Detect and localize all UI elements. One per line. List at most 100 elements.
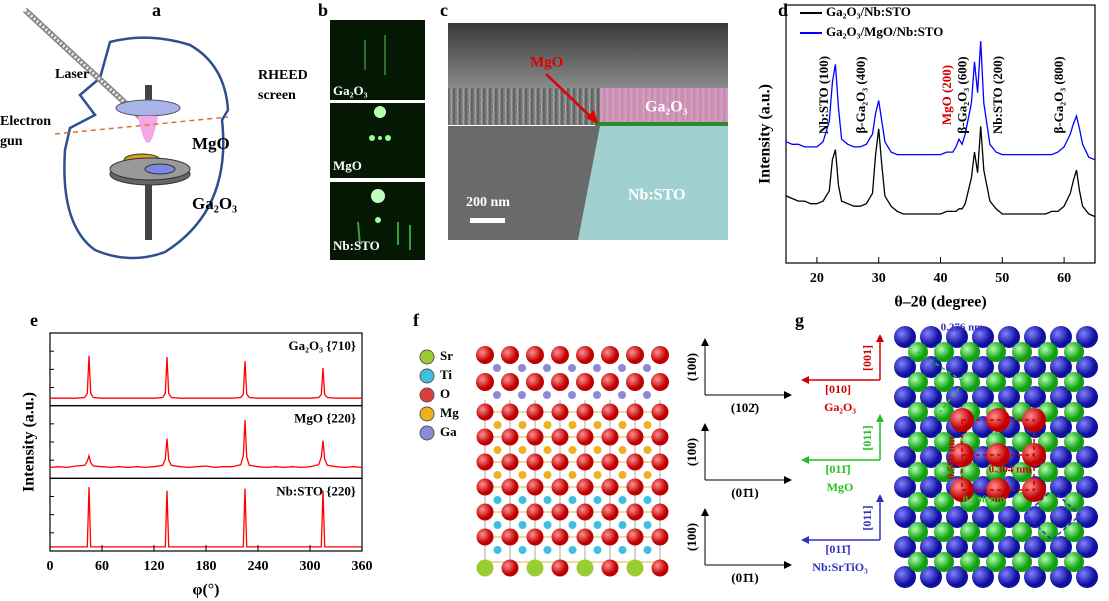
sr-ti-atom xyxy=(946,566,968,588)
sem-image xyxy=(448,23,728,240)
mg-atom xyxy=(643,471,652,479)
o-atom xyxy=(551,559,569,577)
mg-atom xyxy=(1038,522,1058,542)
label: Ga₂O₃ xyxy=(192,194,237,213)
ti-atom xyxy=(543,496,552,504)
mg-atom xyxy=(1064,432,1084,452)
ti-atom xyxy=(618,546,627,554)
ti-atom xyxy=(593,521,602,529)
mg-atom xyxy=(1064,372,1084,392)
x-tick-label: 50 xyxy=(995,271,1009,286)
sr-ti-atom xyxy=(894,326,916,348)
panel-label: g xyxy=(795,310,804,330)
mg-atom xyxy=(643,446,652,454)
o-atom xyxy=(576,528,594,546)
sr-atom xyxy=(526,559,544,577)
o-atom xyxy=(626,478,644,496)
label: Nb:STO xyxy=(333,238,380,253)
sr-ti-atom xyxy=(1050,566,1072,588)
o-atom xyxy=(501,528,519,546)
o-atom xyxy=(526,346,544,364)
legend-label: Mg xyxy=(440,405,459,420)
sr-ti-atom xyxy=(920,506,942,528)
label: MgO xyxy=(192,134,230,153)
label: Ga₂O₃ xyxy=(645,99,688,116)
o-atom xyxy=(551,503,569,521)
ga-atom xyxy=(493,391,501,399)
mg-atom xyxy=(960,342,980,362)
sr-ti-atom xyxy=(1024,356,1046,378)
sr-ti-atom xyxy=(946,326,968,348)
o-atom xyxy=(626,403,644,421)
mg-atom xyxy=(934,432,954,452)
label: [011̄] xyxy=(825,542,850,556)
sr-ti-atom xyxy=(1076,416,1098,438)
o-atom xyxy=(601,373,619,391)
mg-atom xyxy=(593,421,602,429)
guide xyxy=(917,351,966,413)
label: [001] xyxy=(860,345,874,371)
ga-atom xyxy=(568,391,576,399)
o-atom xyxy=(601,428,619,446)
o-atom xyxy=(526,453,544,471)
mg-atom xyxy=(518,471,527,479)
ti-atom xyxy=(493,521,502,529)
ga-atom xyxy=(568,364,576,372)
ga-atom xyxy=(643,391,651,399)
mg-atom xyxy=(1012,342,1032,362)
mg-atom xyxy=(1064,402,1084,422)
mg-atom xyxy=(618,446,627,454)
legend-swatch xyxy=(419,387,435,403)
sr-ti-atom xyxy=(972,386,994,408)
mg-atom xyxy=(1012,372,1032,392)
ga-atom xyxy=(493,364,501,372)
sr-ti-atom xyxy=(894,536,916,558)
mg-atom xyxy=(908,402,928,422)
o-atom xyxy=(501,559,519,577)
o-atom xyxy=(651,453,669,471)
mg-atom xyxy=(986,522,1006,542)
sr-ti-atom xyxy=(894,476,916,498)
sr-ti-atom xyxy=(894,386,916,408)
mg-atom xyxy=(986,342,1006,362)
label: Laser xyxy=(55,67,89,82)
label: Electron xyxy=(0,114,51,129)
mg-atom xyxy=(1038,552,1058,572)
panel-label: d xyxy=(778,0,788,20)
label: Ga₂O₃ xyxy=(824,400,856,414)
chamber-drawing xyxy=(22,7,230,260)
label: [011] xyxy=(860,425,874,450)
x-tick-label: 240 xyxy=(248,559,269,574)
o-atom xyxy=(526,403,544,421)
arrow-head xyxy=(801,456,809,464)
sr-ti-atom xyxy=(1076,326,1098,348)
o-atom xyxy=(501,478,519,496)
rheed-patterns xyxy=(330,20,425,260)
peak-annotation: Nb:STO (100) xyxy=(816,56,831,134)
arrow-head xyxy=(801,376,809,384)
o-atom xyxy=(526,373,544,391)
data-line xyxy=(49,419,363,469)
o-atom xyxy=(551,373,569,391)
sr-ti-atom xyxy=(972,356,994,378)
sr-ti-atom xyxy=(920,566,942,588)
panel-label: e xyxy=(30,310,38,330)
ga-atom xyxy=(518,391,526,399)
o-atom xyxy=(501,346,519,364)
mg-atom xyxy=(1012,522,1032,542)
o-atom xyxy=(476,373,494,391)
x-axis-label: φ(°) xyxy=(192,582,219,599)
panel-label: a xyxy=(152,0,161,20)
x-tick-label: 300 xyxy=(300,559,321,574)
peak-annotation: Nb:STO (200) xyxy=(990,56,1005,134)
mg-atom xyxy=(593,446,602,454)
mg-atom xyxy=(1012,552,1032,572)
o-atom xyxy=(551,428,569,446)
peak-annotation: β-Ga₂O₃ (600) xyxy=(954,56,969,133)
o-atom xyxy=(576,373,594,391)
sr-ti-atom xyxy=(972,536,994,558)
label: Nb:STO xyxy=(628,187,686,204)
ti-atom xyxy=(568,496,577,504)
sr-ti-atom xyxy=(920,476,942,498)
mg-atom xyxy=(568,446,577,454)
